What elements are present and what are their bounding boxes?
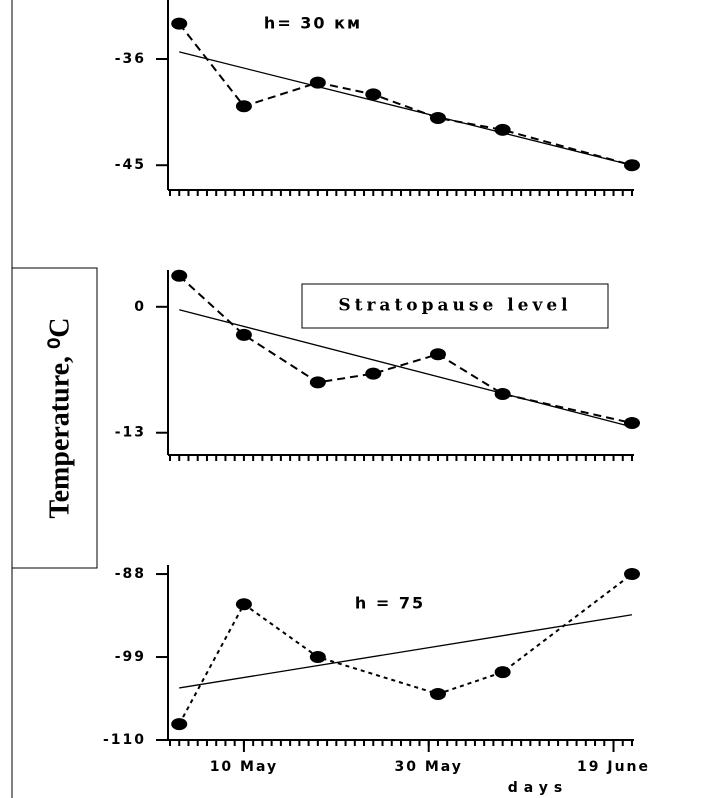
x-tick-label: 19 June [577, 759, 650, 775]
annotation: h = 75 [355, 594, 425, 613]
data-point [494, 666, 511, 679]
data-line [178, 22, 633, 167]
data-point [235, 100, 252, 113]
data-point [171, 718, 188, 731]
annotation-box [301, 283, 609, 329]
data-point [171, 17, 188, 30]
data-point [624, 568, 640, 581]
y-tick-label: -99 [115, 649, 146, 665]
trend-line [179, 51, 633, 166]
data-point [429, 348, 446, 361]
y-tick-label: 0 [134, 299, 146, 315]
x-tick-label: 30 May [395, 759, 463, 775]
y-axis-label: Temperature, ⁰C [44, 318, 75, 519]
annotation: Stratopause level [338, 296, 571, 316]
data-point [171, 269, 188, 282]
data-point [494, 123, 511, 136]
x-tick-label: 10 May [210, 759, 278, 775]
trend-line [179, 309, 633, 428]
data-point [429, 687, 446, 700]
annotation: h= 30 км [264, 14, 362, 33]
data-point [235, 598, 252, 611]
x-axis-label: days [508, 780, 569, 796]
data-point [365, 367, 382, 380]
data-point [235, 328, 252, 341]
y-tick-label: -13 [115, 425, 146, 441]
trend-line [179, 614, 633, 689]
y-label-box [11, 267, 98, 569]
data-point [309, 376, 326, 389]
y-tick-label: -88 [115, 566, 146, 582]
y-tick-label: -36 [115, 51, 146, 67]
data-point [365, 88, 382, 101]
y-tick-label: -45 [115, 157, 146, 173]
y-tick-label: -110 [103, 732, 146, 748]
data-point [309, 651, 326, 664]
data-point [624, 417, 640, 430]
data-line [178, 573, 633, 725]
